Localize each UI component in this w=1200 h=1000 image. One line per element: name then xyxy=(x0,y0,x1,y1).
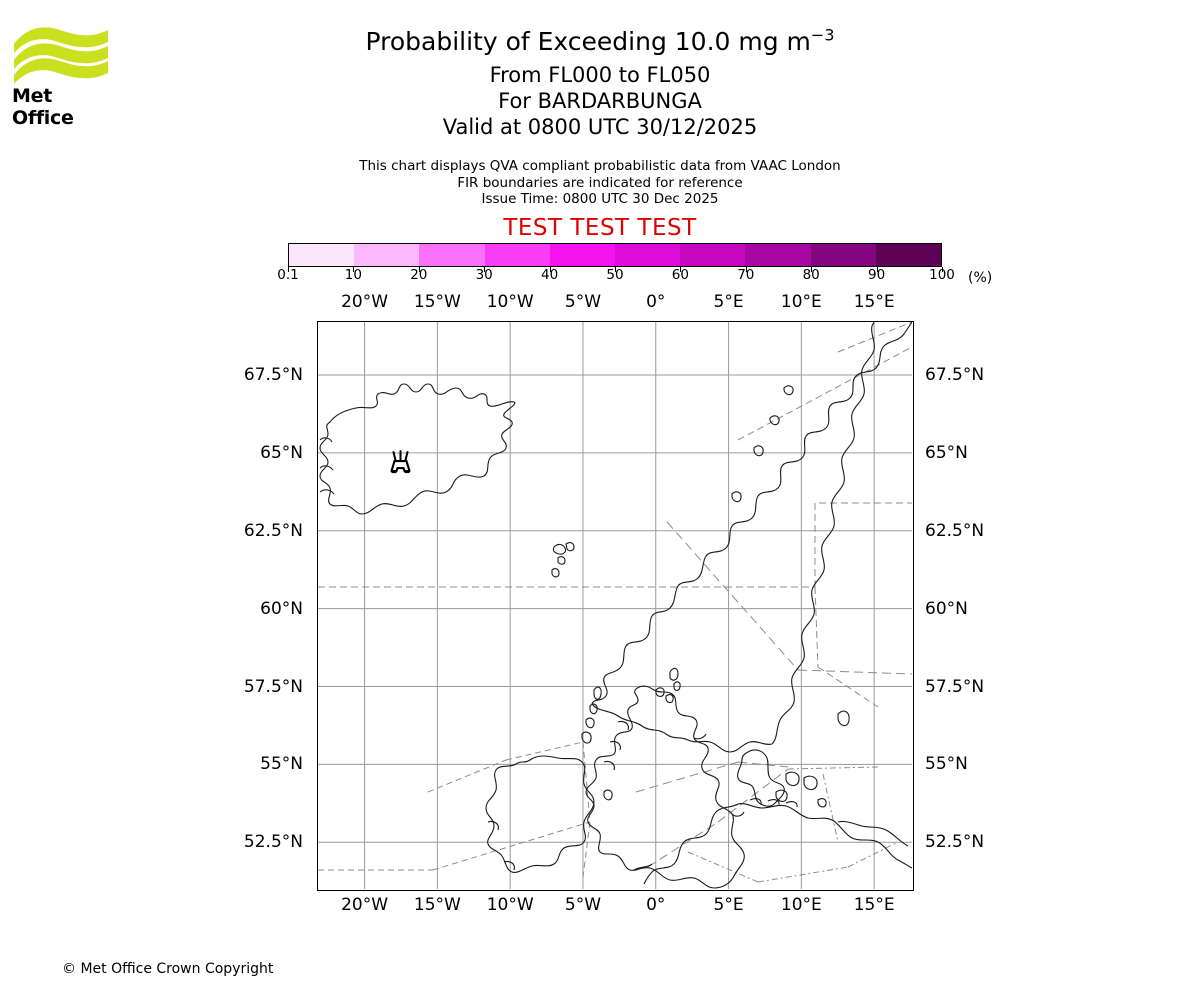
lon-label-bottom-5°W: 5°W xyxy=(564,895,602,915)
colorbar-label-0.1: 0.1 xyxy=(277,267,299,283)
lon-label-top-20°W: 20°W xyxy=(341,292,389,312)
colorbar-band-4 xyxy=(549,244,616,266)
colorbar-band-8 xyxy=(810,244,876,266)
lon-label-bottom-15°E: 15°E xyxy=(853,895,895,915)
colorbar-tick-30 xyxy=(484,267,486,272)
lat-label-left-52.5°N: 52.5°N xyxy=(243,832,303,853)
flight-level-subtitle: From FL000 to FL050 xyxy=(489,63,711,87)
lat-label-left-55°N: 55°N xyxy=(260,754,303,775)
note-issue-time: Issue Time: 0800 UTC 30 Dec 2025 xyxy=(481,191,719,207)
met-office-logo-text: Met Office xyxy=(12,85,74,129)
colorbar-tick-60 xyxy=(680,267,682,272)
lat-label-left-60°N: 60°N xyxy=(260,598,303,619)
chart-title-block: Probability of Exceeding 10.0 mg m−3 Fro… xyxy=(0,22,1200,140)
map-graphic xyxy=(318,322,912,889)
lat-label-right-52.5°N: 52.5°N xyxy=(925,832,985,853)
colorbar-tick-20 xyxy=(418,267,420,272)
colorbar-band-0 xyxy=(289,244,355,266)
colorbar-tick-90 xyxy=(876,267,878,272)
note-qva-compliance: This chart displays QVA compliant probab… xyxy=(359,158,841,174)
lon-label-top-15°W: 15°W xyxy=(413,292,461,312)
lon-label-bottom-0°: 0° xyxy=(646,895,666,915)
volcano-subtitle: For BARDARBUNGA xyxy=(498,89,702,113)
colorbar-label-50: 50 xyxy=(606,267,624,283)
valid-time-subtitle: Valid at 0800 UTC 30/12/2025 xyxy=(442,115,758,139)
lon-label-top-5°E: 5°E xyxy=(713,292,744,312)
coastlines xyxy=(319,322,912,889)
page-title: Probability of Exceeding 10.0 mg m−3 xyxy=(0,22,1200,62)
lon-label-bottom-5°E: 5°E xyxy=(713,895,744,915)
lon-label-bottom-10°E: 10°E xyxy=(780,895,822,915)
colorbar-tick-50 xyxy=(615,267,616,272)
colorbar-band-9 xyxy=(875,244,942,266)
note-fir-boundaries: FIR boundaries are indicated for referen… xyxy=(457,174,743,191)
colorbar-band-3 xyxy=(484,244,550,266)
colorbar-bands xyxy=(288,243,942,267)
colorbar-unit-label: (%) xyxy=(968,270,993,286)
colorbar-label-10: 10 xyxy=(344,267,362,283)
fir-boundaries xyxy=(318,322,912,883)
chart-notes: This chart displays QVA compliant probab… xyxy=(0,158,1200,208)
colorbar-label-40: 40 xyxy=(541,267,559,283)
colorbar-label-30: 30 xyxy=(475,267,493,283)
colorbar-tick-40 xyxy=(549,267,551,272)
colorbar-label-80: 80 xyxy=(802,267,820,283)
colorbar-label-70: 70 xyxy=(737,267,755,283)
met-office-logo: Met Office xyxy=(12,22,110,129)
test-banner: TEST TEST TEST xyxy=(503,215,697,241)
lon-label-top-5°W: 5°W xyxy=(564,292,602,312)
volcano-icon xyxy=(390,450,411,474)
lon-label-top-0°: 0° xyxy=(646,292,666,312)
colorbar-tick-0.1 xyxy=(288,267,289,272)
colorbar-tick-70 xyxy=(745,267,747,272)
main-title-exponent: −3 xyxy=(810,25,835,45)
lon-label-bottom-15°W: 15°W xyxy=(413,895,461,915)
colorbar-label-60: 60 xyxy=(671,267,689,283)
lon-label-top-10°E: 10°E xyxy=(780,292,822,312)
colorbar-band-2 xyxy=(419,244,485,266)
colorbar-label-90: 90 xyxy=(868,267,886,283)
colorbar-band-1 xyxy=(354,244,420,266)
lat-label-right-55°N: 55°N xyxy=(925,754,968,775)
copyright-notice: © Met Office Crown Copyright xyxy=(62,961,274,977)
colorbar-tick-10 xyxy=(353,267,355,272)
colorbar-tick-80 xyxy=(811,267,813,272)
colorbar-band-6 xyxy=(680,244,746,266)
lat-label-right-65°N: 65°N xyxy=(925,442,968,463)
lon-label-top-15°E: 15°E xyxy=(853,292,895,312)
lat-label-right-57.5°N: 57.5°N xyxy=(925,676,985,697)
lat-label-right-62.5°N: 62.5°N xyxy=(925,520,985,541)
lat-label-left-57.5°N: 57.5°N xyxy=(243,676,303,697)
map-plot-area[interactable] xyxy=(317,321,914,891)
probability-colorbar xyxy=(288,243,943,272)
lon-label-bottom-10°W: 10°W xyxy=(486,895,534,915)
colorbar-band-5 xyxy=(615,244,681,266)
lon-label-top-10°W: 10°W xyxy=(486,292,534,312)
map-gridlines xyxy=(318,322,912,889)
lat-label-left-67.5°N: 67.5°N xyxy=(243,364,303,385)
lat-label-left-62.5°N: 62.5°N xyxy=(243,520,303,541)
lat-label-left-65°N: 65°N xyxy=(260,442,303,463)
colorbar-ticks xyxy=(288,267,943,272)
lat-label-right-67.5°N: 67.5°N xyxy=(925,364,985,385)
colorbar-band-7 xyxy=(745,244,811,266)
lat-label-right-60°N: 60°N xyxy=(925,598,968,619)
colorbar-tick-100 xyxy=(942,267,943,272)
colorbar-label-20: 20 xyxy=(410,267,428,283)
colorbar-label-100: 100 xyxy=(929,267,955,283)
lon-label-bottom-20°W: 20°W xyxy=(341,895,389,915)
met-office-waves-icon xyxy=(14,27,108,84)
main-title-text: Probability of Exceeding 10.0 mg m xyxy=(365,27,811,56)
